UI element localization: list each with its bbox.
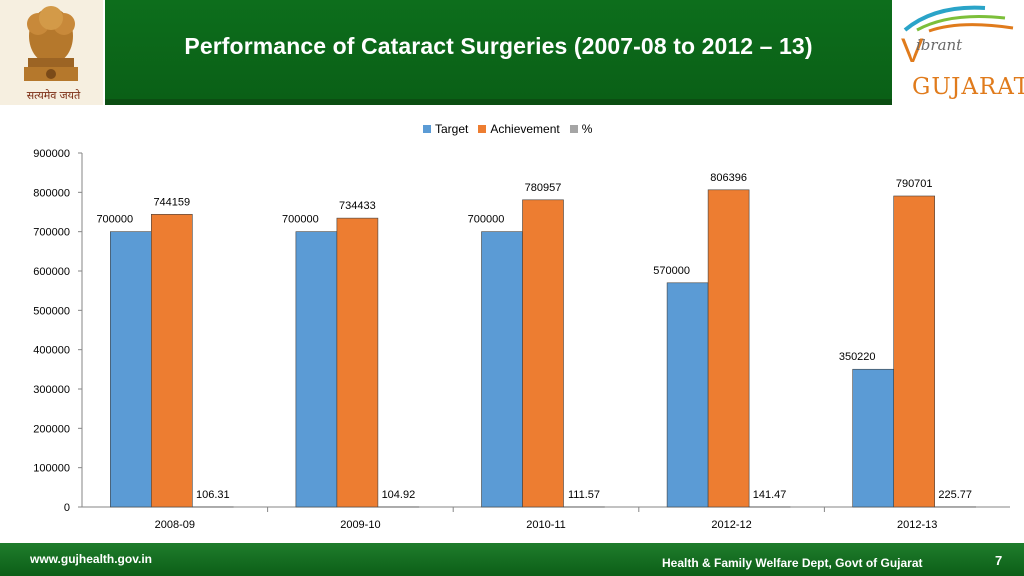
bar-target	[852, 368, 895, 508]
bar-achievement	[707, 189, 750, 508]
data-label: 790701	[896, 178, 933, 190]
y-tick-label: 100000	[33, 463, 70, 475]
vibrant-gujarat-logo: V	[895, 0, 1024, 105]
data-label: 700000	[468, 214, 505, 226]
data-label: 106.31	[196, 489, 230, 501]
data-label: 700000	[96, 214, 133, 226]
data-label: 141.47	[753, 489, 787, 501]
data-label: 111.57	[568, 489, 600, 501]
emblem-motto: सत्यमेव जयते	[26, 90, 81, 102]
x-tick-label: 2009-10	[340, 519, 380, 531]
footer-dept: Health & Family Welfare Dept, Govt of Gu…	[662, 556, 923, 570]
x-tick-label: 2012-13	[897, 519, 937, 531]
slide-title: Performance of Cataract Surgeries (2007-…	[184, 33, 813, 59]
data-label: 350220	[839, 351, 876, 363]
y-tick-label: 900000	[33, 148, 70, 160]
data-label: 780957	[525, 182, 562, 194]
header-band: Performance of Cataract Surgeries (2007-…	[105, 0, 892, 105]
national-emblem-icon	[0, 0, 103, 105]
data-label: 700000	[282, 214, 319, 226]
legend-swatch-achievement	[478, 125, 487, 133]
legend-swatch-percent	[569, 125, 578, 133]
legend-item-percent: %	[569, 122, 593, 136]
bar-target	[110, 231, 152, 508]
brand-name: GUJARAT	[912, 74, 1024, 100]
x-tick-label: 2008-09	[155, 519, 195, 531]
chart-legend: Target Achievement %	[423, 122, 592, 136]
legend-item-target: Target	[423, 122, 468, 136]
data-label: 806396	[710, 172, 747, 184]
legend-item-achievement: Achievement	[478, 122, 560, 136]
y-tick-label: 500000	[33, 305, 70, 317]
y-tick-label: 0	[64, 502, 70, 514]
data-label: 225.77	[938, 489, 972, 501]
bar-achievement	[893, 195, 936, 508]
bar-target	[666, 282, 709, 508]
data-label: 570000	[653, 265, 690, 277]
data-label: 744159	[153, 196, 190, 208]
bar-achievement	[336, 217, 379, 508]
brand-prefix: ibrant	[916, 36, 963, 54]
data-label: 734433	[339, 200, 376, 212]
y-tick-label: 400000	[33, 345, 70, 357]
legend-label-target: Target	[435, 122, 469, 136]
svg-text:V: V	[901, 32, 924, 70]
bar-target	[481, 231, 523, 508]
legend-swatch-target	[423, 125, 431, 133]
y-tick-label: 800000	[33, 187, 70, 199]
page-number: 7	[995, 553, 1003, 568]
data-label: 104.92	[382, 489, 416, 501]
legend-label-percent: %	[581, 122, 593, 136]
footer-url[interactable]: www.gujhealth.gov.in	[30, 552, 152, 566]
footer-bar	[0, 543, 1024, 576]
bar-achievement	[522, 199, 564, 508]
x-tick-label: 2010-11	[526, 519, 566, 531]
y-tick-label: 700000	[33, 227, 70, 239]
bar-achievement	[151, 213, 193, 508]
bar-target	[295, 231, 338, 508]
y-tick-label: 600000	[33, 266, 70, 278]
y-tick-label: 300000	[33, 384, 70, 396]
legend-label-achievement: Achievement	[490, 122, 560, 136]
y-tick-label: 200000	[33, 423, 70, 435]
x-tick-label: 2012-12	[711, 519, 751, 531]
